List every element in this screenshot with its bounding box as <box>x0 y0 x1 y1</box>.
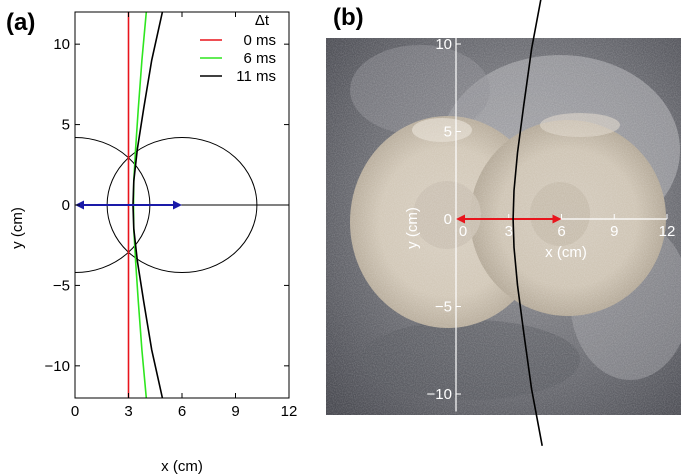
panel-a-x-axis-label: x (cm) <box>161 458 203 475</box>
panel-b-y-tick-label: −5 <box>435 299 452 316</box>
legend-entry-label: 11 ms <box>236 68 276 85</box>
panel-a-label: (a) <box>6 9 35 36</box>
legend-entry-label: 6 ms <box>243 50 276 67</box>
y-tick-label: 10 <box>53 36 70 53</box>
x-tick-label: 12 <box>281 403 298 420</box>
panel-b-y-tick-label: −10 <box>427 386 452 403</box>
y-tick-label: 0 <box>62 197 70 214</box>
panel-b-y-tick-label: 5 <box>444 124 452 141</box>
panel-b-x-tick-label: 6 <box>557 223 565 240</box>
y-tick-label: 5 <box>62 117 70 134</box>
spacing-arrow-head-right <box>173 200 182 210</box>
photo-grain <box>326 38 681 415</box>
panel-b-x-axis-label: x (cm) <box>545 244 587 261</box>
panel-b-y-tick-label: 10 <box>435 36 452 53</box>
panel-b-x-tick-label: 12 <box>659 223 676 240</box>
x-tick-label: 3 <box>124 403 132 420</box>
x-tick-label: 6 <box>178 403 186 420</box>
panel-b-spacing-arrow-head-right <box>552 214 562 224</box>
panel-b-label: (b) <box>333 4 364 31</box>
y-tick-label: −5 <box>53 277 70 294</box>
panel-a-plot: 0 3 6 9 12 −10 −5 0 5 10 x (cm) y (cm) Δt 0 ms6 ms… <box>9 11 298 475</box>
panel-b-photo: 0 3 6 9 12 −10 −5 0 5 10 x (cm) y (cm) <box>326 0 681 446</box>
panel-b-x-tick-label: 9 <box>610 223 618 240</box>
x-tick-label: 9 <box>231 403 239 420</box>
panel-b-x-tick-label: 3 <box>505 223 513 240</box>
panel-a-y-axis-label: y (cm) <box>9 207 26 249</box>
legend-entry-label: 0 ms <box>243 32 276 49</box>
panel-b-x-tick-label: 0 <box>459 223 467 240</box>
x-tick-label: 0 <box>71 403 79 420</box>
panel-b-y-tick-label: 0 <box>444 211 452 228</box>
legend-title: Δt <box>255 12 270 29</box>
y-tick-label: −10 <box>45 358 70 375</box>
panel-b-spacing-arrow-head-left <box>456 214 465 224</box>
panel-b-y-axis-label: y (cm) <box>404 207 421 249</box>
panel-b-interface-curve <box>512 0 543 446</box>
